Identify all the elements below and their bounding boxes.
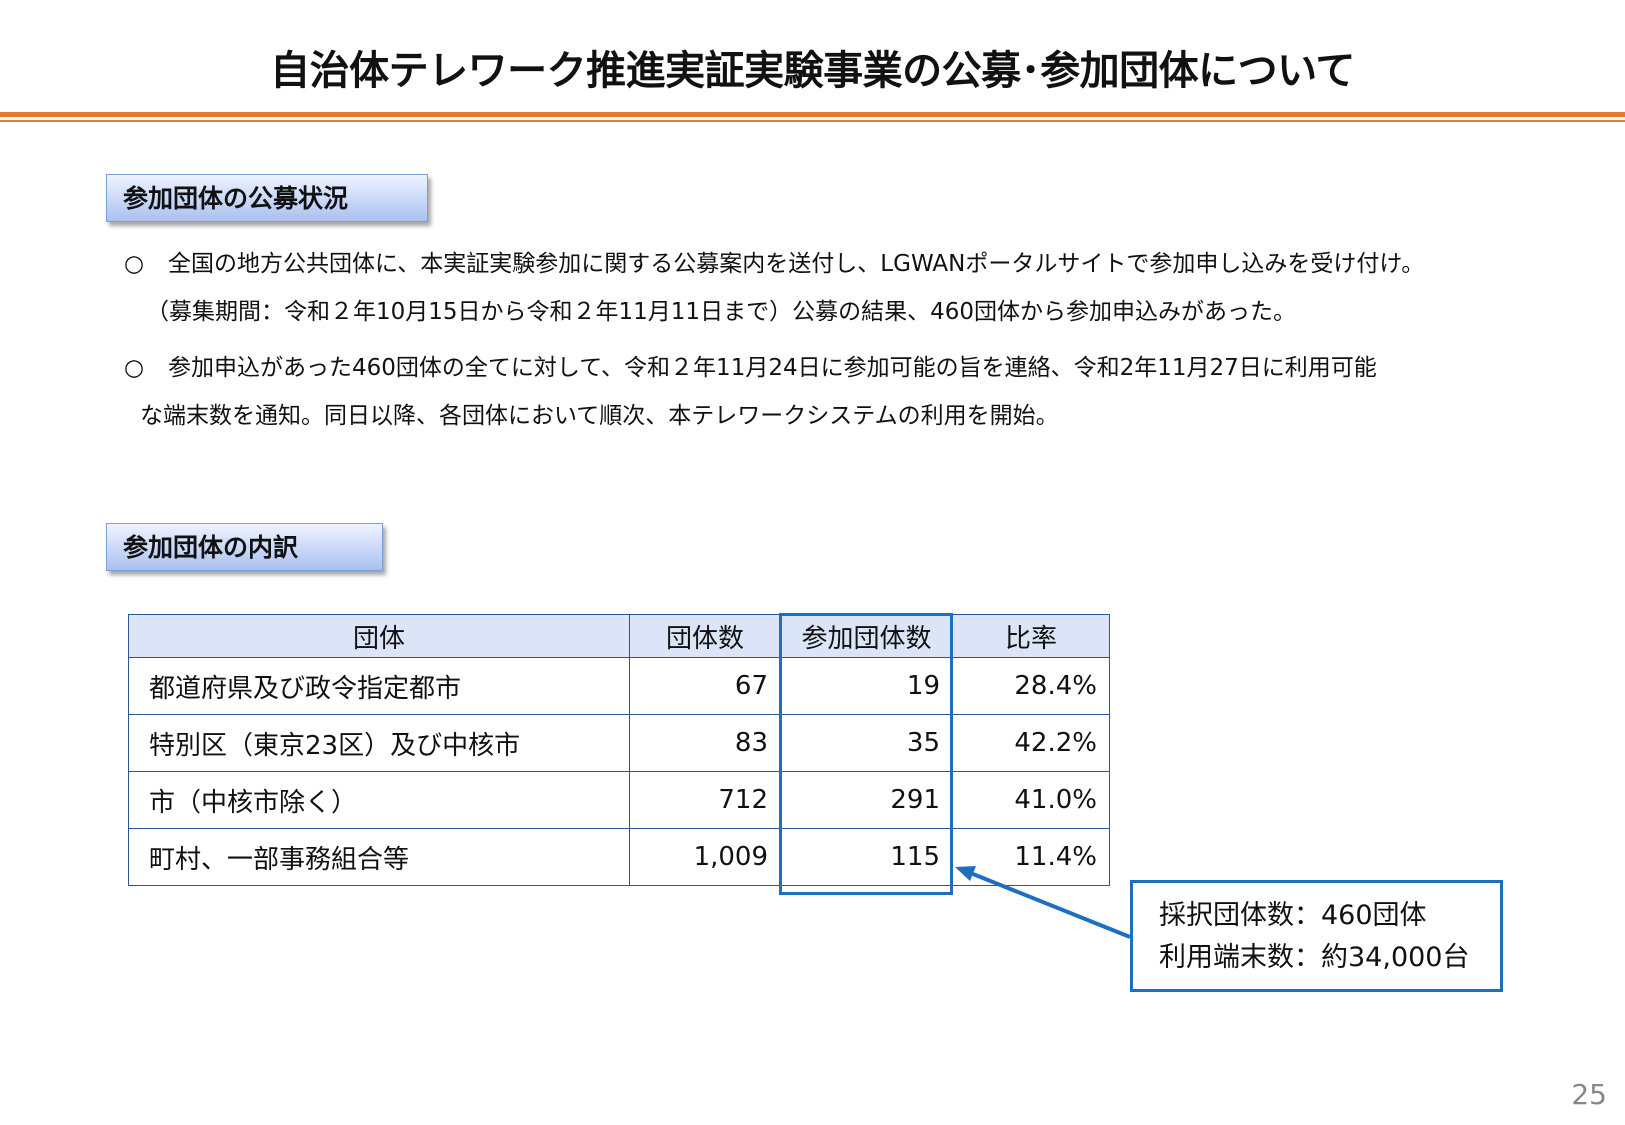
callout-terminal-count: 利用端末数：約34,000台 (1159, 942, 1470, 973)
paragraph-text: （募集期間：令和２年10月15日から令和２年11月11日まで）公募の結果、460… (146, 299, 1296, 325)
paragraph-line: （募集期間：令和２年10月15日から令和２年11月11日まで）公募の結果、460… (124, 288, 1524, 336)
cell-organization: 町村、一部事務組合等 (128, 828, 630, 886)
cell-org-count: 83 (629, 714, 781, 772)
cell-ratio: 28.4% (952, 657, 1110, 715)
cell-organization: 都道府県及び政令指定都市 (128, 657, 630, 715)
paragraph-line: ○ 参加申込があった460団体の全てに対して、令和２年11月24日に参加可能の旨を… (124, 344, 1524, 392)
paragraph-text: 全国の地方公共団体に、本実証実験参加に関する公募案内を送付し、LGWANポータル… (168, 251, 1425, 277)
circle-bullet-icon: ○ (124, 251, 145, 277)
cell-org-count: 712 (629, 771, 781, 829)
paragraph-text: な端末数を通知。同日以降、各団体において順次、本テレワークシステムの利用を開始。 (140, 403, 1059, 429)
summary-callout: 採択団体数：460団体 利用端末数：約34,000台 (1130, 880, 1503, 992)
header-ratio: 比率 (952, 614, 1110, 658)
section-heading-breakdown: 参加団体の内訳 (106, 523, 383, 571)
participant-breakdown-table: 団体 団体数 参加団体数 比率 都道府県及び政令指定都市 67 19 28.4%… (128, 614, 1110, 886)
header-organization: 団体 (128, 614, 630, 658)
paragraph-line: な端末数を通知。同日以降、各団体において順次、本テレワークシステムの利用を開始。 (124, 392, 1524, 440)
table-row: 都道府県及び政令指定都市 67 19 28.4% (128, 657, 1110, 715)
table-header-row: 団体 団体数 参加団体数 比率 (128, 614, 1110, 658)
cell-participant-count: 291 (780, 771, 953, 829)
page-title: 自治体テレワーク推進実証実験事業の公募･参加団体について (270, 48, 1355, 94)
table-row: 町村、一部事務組合等 1,009 115 11.4% (128, 828, 1110, 886)
cell-organization: 特別区（東京23区）及び中核市 (128, 714, 630, 772)
callout-adopted-count: 採択団体数：460団体 (1159, 900, 1427, 931)
table-row: 市（中核市除く） 712 291 41.0% (128, 771, 1110, 829)
cell-participant-count: 115 (780, 828, 953, 886)
cell-ratio: 41.0% (952, 771, 1110, 829)
title-underline-thin (0, 120, 1625, 122)
section-heading-recruitment: 参加団体の公募状況 (106, 174, 428, 222)
page-number: 25 (1571, 1078, 1607, 1111)
title-underline-thick (0, 112, 1625, 117)
header-participant-count: 参加団体数 (780, 614, 953, 658)
paragraph-text: 参加申込があった460団体の全てに対して、令和２年11月24日に参加可能の旨を連… (168, 355, 1377, 381)
cell-participant-count: 35 (780, 714, 953, 772)
cell-org-count: 67 (629, 657, 781, 715)
circle-bullet-icon: ○ (124, 355, 145, 381)
cell-ratio: 11.4% (952, 828, 1110, 886)
paragraph-line: ○ 全国の地方公共団体に、本実証実験参加に関する公募案内を送付し、LGWANポータ… (124, 240, 1524, 288)
table-row: 特別区（東京23区）及び中核市 83 35 42.2% (128, 714, 1110, 772)
cell-organization: 市（中核市除く） (128, 771, 630, 829)
paragraph-recruitment: ○ 全国の地方公共団体に、本実証実験参加に関する公募案内を送付し、LGWANポータ… (124, 240, 1524, 336)
paragraph-notification: ○ 参加申込があった460団体の全てに対して、令和２年11月24日に参加可能の旨を… (124, 344, 1524, 440)
header-org-count: 団体数 (629, 614, 781, 658)
cell-participant-count: 19 (780, 657, 953, 715)
cell-org-count: 1,009 (629, 828, 781, 886)
cell-ratio: 42.2% (952, 714, 1110, 772)
